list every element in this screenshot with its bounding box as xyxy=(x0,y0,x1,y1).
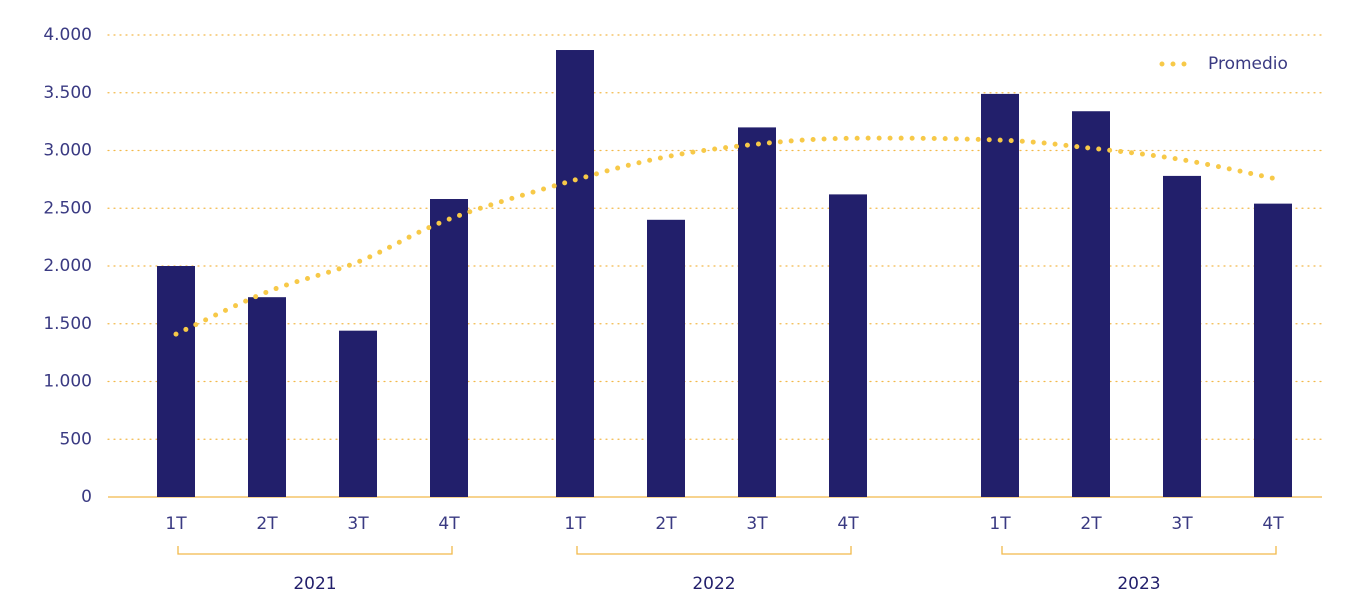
y-tick-label: 2.000 xyxy=(43,256,92,276)
group-bracket xyxy=(576,546,852,555)
y-tick-label: 4.000 xyxy=(43,25,92,45)
x-tick-label: 4T xyxy=(1262,514,1284,534)
y-tick-label: 1.500 xyxy=(43,314,92,334)
x-tick-label: 3T xyxy=(746,514,768,534)
group-label: 2023 xyxy=(1117,574,1160,594)
y-tick-label: 2.500 xyxy=(43,198,92,218)
bar xyxy=(981,93,1019,497)
bar xyxy=(556,50,594,497)
x-tick-label: 3T xyxy=(1171,514,1193,534)
group-label: 2022 xyxy=(692,574,735,594)
x-tick-label: 1T xyxy=(989,514,1011,534)
y-tick-label: 0 xyxy=(81,487,92,507)
x-tick-label: 2T xyxy=(256,514,278,534)
x-tick-label: 2T xyxy=(1080,514,1102,534)
x-tick-label: 3T xyxy=(347,514,369,534)
y-tick-label: 3.000 xyxy=(43,141,92,161)
bar xyxy=(738,127,776,498)
bar xyxy=(430,199,468,497)
x-tick-label: 1T xyxy=(564,514,586,534)
x-tick-label: 2T xyxy=(655,514,677,534)
y-tick-label: 500 xyxy=(60,429,92,449)
group-label: 2021 xyxy=(293,574,336,594)
bar xyxy=(157,266,195,497)
y-tick-label: 3.500 xyxy=(43,83,92,103)
bar xyxy=(829,194,867,497)
group-bracket xyxy=(177,546,453,555)
bar xyxy=(1072,111,1110,497)
x-tick-label: 4T xyxy=(438,514,460,534)
y-tick-label: 1.000 xyxy=(43,372,92,392)
bar xyxy=(1254,203,1292,497)
group-bracket xyxy=(1001,546,1277,555)
trend-line xyxy=(173,135,1276,337)
x-tick-label: 4T xyxy=(837,514,859,534)
bar xyxy=(248,297,286,497)
bar xyxy=(339,330,377,497)
bar xyxy=(647,219,685,498)
x-tick-label: 1T xyxy=(165,514,187,534)
bar xyxy=(1163,175,1201,497)
legend-label: Promedio xyxy=(1208,54,1288,74)
